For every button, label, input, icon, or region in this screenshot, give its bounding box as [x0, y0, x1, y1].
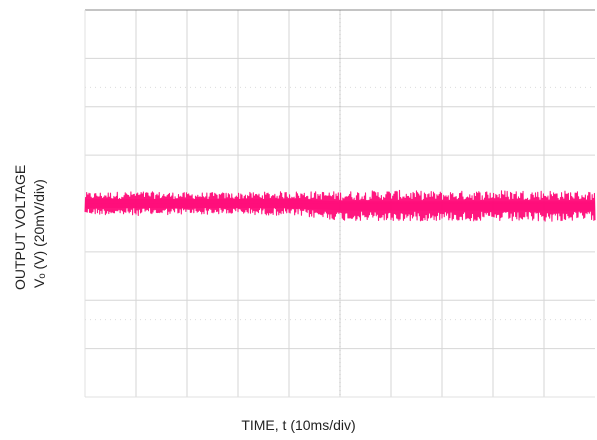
voltage-trace-line [84, 189, 596, 222]
x-axis-label: TIME, t (10ms/div) [241, 417, 356, 433]
y-axis-label-line1: OUTPUT VOLTAGE [12, 164, 28, 290]
y-axis-label: OUTPUT VOLTAGE Vₒ (V) (20mV/div) [2, 0, 60, 440]
voltage-trace-core [85, 199, 595, 211]
y-axis-label-line2: Vₒ (V) (20mV/div) [31, 179, 47, 288]
voltage-trace [84, 189, 596, 222]
